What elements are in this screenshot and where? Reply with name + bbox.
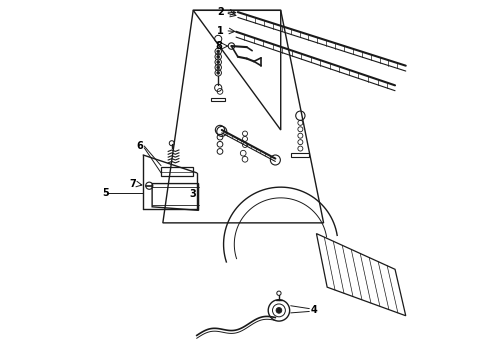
- Text: 3: 3: [190, 189, 196, 199]
- Circle shape: [217, 50, 220, 53]
- Text: 5: 5: [102, 188, 109, 198]
- Circle shape: [217, 66, 220, 69]
- Text: 8: 8: [215, 41, 222, 51]
- Circle shape: [276, 307, 282, 313]
- Circle shape: [217, 71, 220, 74]
- Circle shape: [217, 61, 220, 64]
- Text: 1: 1: [217, 26, 223, 36]
- Text: 7: 7: [129, 179, 136, 189]
- Text: 4: 4: [311, 305, 318, 315]
- Circle shape: [217, 55, 220, 58]
- Text: 2: 2: [217, 7, 223, 17]
- Text: 6: 6: [136, 141, 143, 151]
